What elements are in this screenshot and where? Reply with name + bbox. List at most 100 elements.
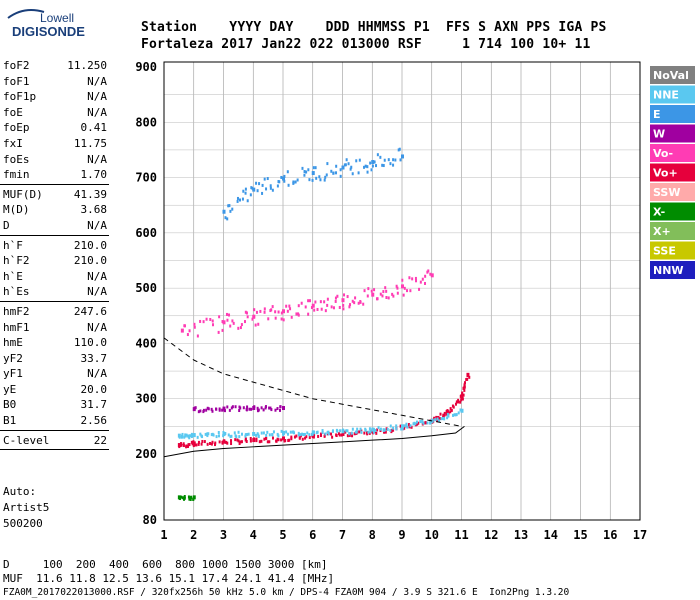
param-value: N/A	[87, 285, 107, 299]
echo-point	[421, 277, 424, 281]
echo-point	[244, 434, 247, 438]
echo-point	[396, 286, 399, 290]
echo-point	[228, 313, 231, 317]
echo-point	[396, 291, 399, 295]
echo-point	[307, 299, 310, 303]
echo-point	[369, 430, 372, 434]
file-info-row: FZA0M_2017022013000.RSF / 320fx256h 50 k…	[3, 587, 570, 598]
echo-point	[462, 393, 465, 397]
echo-point	[392, 428, 395, 432]
echo-point	[381, 163, 384, 167]
echo-point	[271, 188, 274, 192]
data-point	[252, 406, 256, 411]
echo-point	[290, 437, 293, 441]
echo-point	[415, 420, 418, 424]
param-value: 1.70	[80, 168, 108, 182]
echo-point	[409, 424, 412, 428]
echo-point	[227, 433, 230, 437]
echo-point	[207, 407, 210, 411]
echo-point	[246, 199, 249, 203]
echo-point	[384, 430, 387, 434]
echo-point	[182, 444, 185, 448]
echo-point	[316, 307, 319, 311]
echo-point	[370, 289, 373, 293]
echo-point	[264, 406, 267, 410]
echo-point	[452, 405, 455, 409]
param-value: 41.39	[73, 187, 107, 201]
echo-point	[347, 162, 350, 166]
param-value: N/A	[87, 367, 107, 381]
echo-point	[367, 287, 370, 291]
echo-point	[231, 405, 234, 409]
series-multiple	[180, 269, 434, 338]
echo-point	[401, 278, 404, 282]
echo-point	[348, 433, 351, 437]
echo-point	[366, 294, 369, 298]
data-point	[401, 424, 404, 429]
echo-point	[450, 408, 453, 412]
echo-point	[230, 406, 233, 410]
echo-point	[240, 440, 243, 444]
echo-point	[197, 440, 200, 444]
echo-point	[214, 441, 217, 445]
echo-point	[330, 169, 333, 173]
param-row: hmF1 N/A	[0, 320, 109, 336]
echo-point	[189, 434, 192, 438]
y-tick-label: 700	[135, 171, 157, 185]
echo-point	[255, 437, 258, 441]
legend-label: X-	[653, 206, 665, 219]
echo-point	[199, 432, 202, 436]
echo-point	[419, 280, 422, 284]
echo-point	[226, 405, 229, 409]
echo-point	[463, 388, 466, 392]
echo-point	[405, 422, 408, 426]
echo-point	[336, 429, 339, 433]
echo-point	[206, 432, 209, 436]
param-row: yE 20.0	[0, 382, 109, 398]
echo-point	[215, 407, 218, 411]
param-row: foEp 0.41	[0, 120, 109, 136]
x-tick-label: 6	[309, 528, 316, 542]
echo-point	[453, 413, 456, 417]
echo-point	[215, 435, 218, 439]
echo-point	[258, 182, 261, 186]
echo-point	[358, 158, 361, 162]
echo-point	[446, 412, 449, 416]
echo-point	[351, 427, 354, 431]
echo-point	[249, 437, 252, 441]
data-point	[311, 430, 315, 435]
param-value: N/A	[87, 74, 107, 88]
echo-point	[382, 164, 385, 168]
logo-digisonde: DIGISONDE	[12, 24, 85, 39]
legend-label: SSE	[653, 245, 676, 258]
echo-point	[254, 323, 257, 327]
legend-swatch	[650, 261, 695, 279]
echo-point	[257, 322, 260, 326]
echo-point	[261, 183, 264, 187]
echo-point	[230, 442, 233, 446]
echo-point	[382, 428, 385, 432]
echo-point	[338, 433, 341, 437]
echo-point	[186, 333, 189, 337]
echo-point	[331, 429, 334, 433]
echo-point	[386, 427, 389, 431]
echo-point	[357, 171, 360, 175]
echo-point	[395, 424, 398, 428]
param-value: N/A	[87, 152, 107, 166]
legend-swatch	[650, 124, 695, 143]
param-separator	[0, 234, 109, 236]
echo-point	[280, 438, 283, 442]
echo-point	[302, 432, 305, 436]
echo-point	[207, 432, 210, 436]
echo-point	[363, 431, 366, 435]
echo-point	[402, 293, 405, 297]
echo-point	[360, 430, 363, 434]
x-tick-label: 3	[220, 528, 227, 542]
echo-point	[244, 437, 247, 441]
echo-point	[206, 434, 209, 438]
echo-point	[263, 310, 266, 314]
echo-point	[201, 439, 204, 443]
echo-point	[211, 440, 214, 444]
data-point	[341, 165, 345, 170]
echo-point	[283, 174, 286, 178]
